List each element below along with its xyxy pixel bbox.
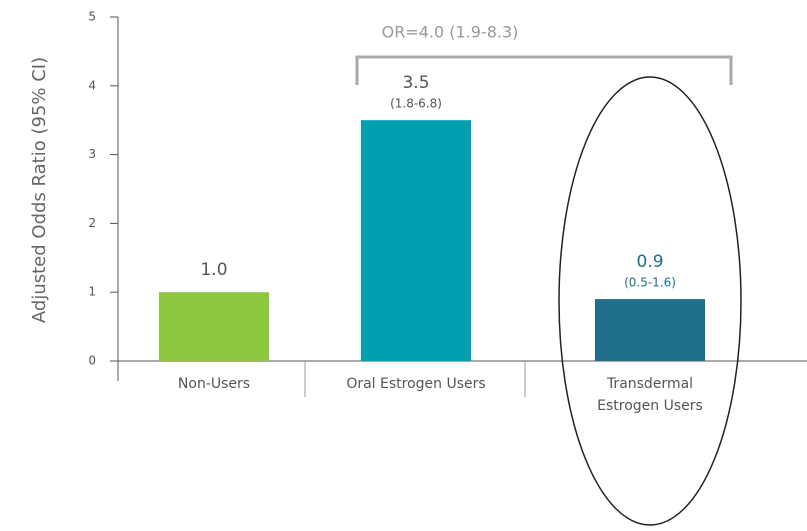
bracket <box>355 55 733 85</box>
y-tick-label: 0 <box>88 354 96 368</box>
x-tick-label: Oral Estrogen Users <box>346 376 485 392</box>
bar <box>361 120 471 361</box>
bar <box>595 299 705 361</box>
annotation: OR=4.0 (1.9-8.3) <box>382 23 519 42</box>
ci-label: (1.8-6.8) <box>390 97 442 111</box>
y-tick-label: 4 <box>88 78 96 92</box>
value-label: 1.0 <box>200 260 227 280</box>
y-tick-label: 5 <box>88 10 96 24</box>
y-tick-label: 1 <box>88 285 96 299</box>
x-tick-label: Transdermal <box>606 376 693 392</box>
y-tick-label: 2 <box>88 216 96 230</box>
value-label: 3.5 <box>402 73 429 93</box>
x-tick-label: Estrogen Users <box>597 398 703 414</box>
value-label: 0.9 <box>636 252 663 272</box>
y-axis-label: Adjusted Odds Ratio (95% CI) <box>29 57 50 323</box>
x-tick-label: Non-Users <box>178 376 250 392</box>
ci-label: (0.5-1.6) <box>624 276 676 290</box>
highlight-ellipse <box>558 76 742 526</box>
y-tick-label: 3 <box>88 147 96 161</box>
bar <box>159 292 269 361</box>
